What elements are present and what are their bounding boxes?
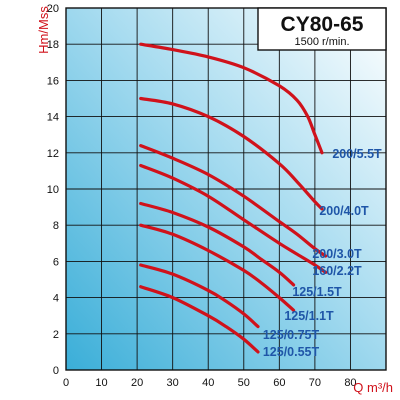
y-tick-label: 10 bbox=[47, 184, 59, 196]
curve-4 bbox=[139, 201, 296, 287]
x-tick-label: 50 bbox=[238, 377, 250, 389]
y-tick-label: 8 bbox=[53, 220, 59, 232]
curve-3 bbox=[139, 163, 328, 274]
plot-frame bbox=[65, 7, 387, 371]
x-tick-label: 70 bbox=[309, 377, 321, 389]
curve-5 bbox=[139, 223, 296, 312]
y-tick-label: 6 bbox=[53, 256, 59, 268]
y-tick-label: 16 bbox=[47, 75, 59, 87]
curve-label-3: 160/2.2T bbox=[312, 264, 362, 278]
curve-6 bbox=[139, 263, 260, 329]
curve-7 bbox=[139, 285, 260, 354]
curve-labels: 200/5.5T 200/4.0T 200/3.0T 160/2.2T 125/1.5T… bbox=[263, 147, 382, 359]
x-tick-label: 30 bbox=[167, 377, 179, 389]
y-tick-label: 14 bbox=[47, 112, 59, 124]
x-tick-label: 0 bbox=[63, 377, 69, 389]
curve-2 bbox=[139, 144, 328, 258]
y-axis-title: Hm/Mss bbox=[36, 6, 51, 54]
x-tick-label: 10 bbox=[95, 377, 107, 389]
y-tick-label: 20 bbox=[47, 3, 59, 15]
curve-label-2: 200/3.0T bbox=[312, 247, 362, 261]
y-tick-label: 2 bbox=[53, 329, 59, 341]
chart-title: CY80-65 bbox=[281, 13, 364, 36]
x-tick-label: 80 bbox=[344, 377, 356, 389]
x-tick-label: 40 bbox=[202, 377, 214, 389]
curve-1 bbox=[139, 96, 324, 211]
y-axis-ticks: 0 2 4 6 8 10 12 14 16 18 20 bbox=[47, 3, 59, 377]
x-axis-ticks: 0 10 20 30 40 50 60 70 80 bbox=[63, 377, 357, 389]
curve-label-7: 125/0.55T bbox=[263, 345, 320, 359]
y-tick-label: 4 bbox=[53, 293, 59, 305]
y-tick-label: 12 bbox=[47, 148, 59, 160]
curve-label-1: 200/4.0T bbox=[319, 204, 369, 218]
title-box: CY80-65 1500 r/min. bbox=[257, 7, 387, 51]
chart-subtitle: 1500 r/min. bbox=[294, 36, 349, 48]
curve-label-0: 200/5.5T bbox=[332, 147, 382, 161]
curve-0 bbox=[139, 42, 324, 155]
curve-label-4: 125/1.5T bbox=[292, 285, 342, 299]
curves bbox=[139, 42, 328, 354]
x-tick-label: 20 bbox=[131, 377, 143, 389]
curve-label-6: 125/0.75T bbox=[263, 328, 320, 342]
x-tick-label: 60 bbox=[273, 377, 285, 389]
y-tick-label: 0 bbox=[53, 365, 59, 377]
x-axis-title: Q m³/h bbox=[353, 380, 393, 395]
curve-label-5: 125/1.1T bbox=[284, 309, 334, 323]
y-tick-label: 18 bbox=[47, 39, 59, 51]
